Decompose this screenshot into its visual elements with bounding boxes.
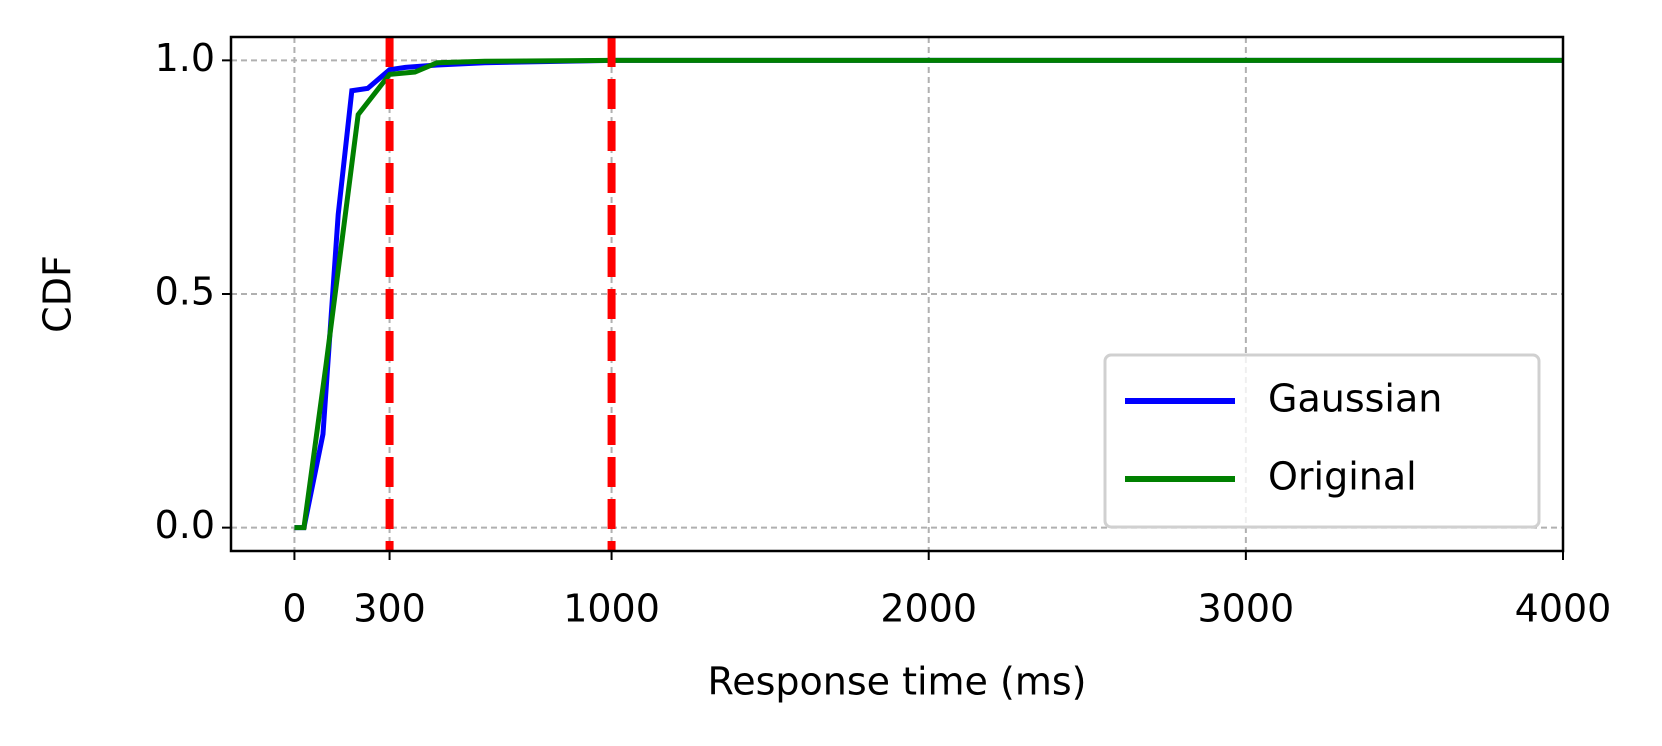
y-axis-label: CDF — [36, 255, 80, 333]
plot-frame — [229, 35, 1565, 553]
x-tick-label: 3000 — [1197, 587, 1294, 631]
legend-label: Original — [1268, 455, 1417, 499]
x-tick-label: 300 — [353, 587, 426, 631]
y-tick-label: 0.0 — [155, 503, 215, 547]
x-tick-label: 0 — [282, 587, 306, 631]
legend-label: Gaussian — [1268, 377, 1442, 421]
x-axis-label: Response time (ms) — [708, 660, 1087, 704]
line — [294, 57, 1563, 531]
y-tick-label: 1.0 — [155, 36, 215, 80]
x-tick-label: 4000 — [1515, 587, 1612, 631]
x-tick-label: 2000 — [880, 587, 977, 631]
y-tick-label: 0.5 — [155, 270, 215, 314]
x-tick-label: 1000 — [563, 587, 660, 631]
